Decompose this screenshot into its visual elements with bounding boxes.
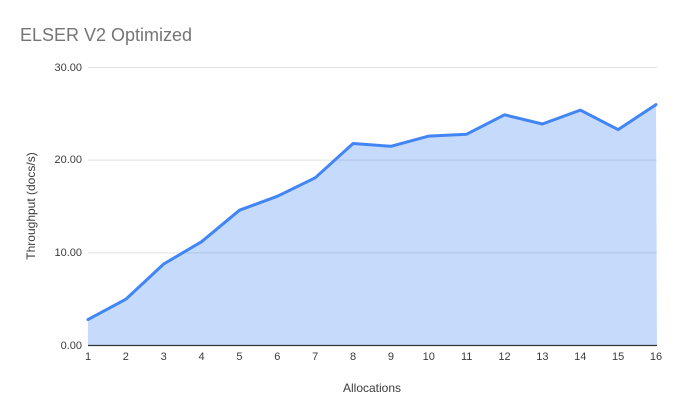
x-tick-label: 13 — [536, 351, 549, 363]
x-tick-label: 14 — [574, 351, 587, 363]
y-tick-label: 20.00 — [54, 154, 82, 167]
y-tick-label: 10.00 — [54, 246, 82, 259]
x-tick-label: 3 — [160, 351, 167, 363]
x-tick-label: 7 — [312, 351, 319, 363]
x-tick-label: 8 — [350, 351, 357, 363]
x-tick-label: 11 — [460, 351, 473, 363]
x-tick-label: 6 — [274, 351, 281, 363]
area-fill — [88, 104, 657, 346]
x-tick-label: 10 — [422, 351, 435, 363]
x-tick-label: 1 — [84, 351, 92, 363]
chart-title: ELSER V2 Optimized — [20, 25, 193, 45]
series-line — [86, 103, 658, 322]
x-tick-label: 12 — [498, 351, 511, 363]
x-tick-label: 5 — [236, 351, 243, 363]
x-tick-label: 9 — [387, 351, 394, 363]
x-tick-label: 16 — [649, 351, 663, 363]
y-tick-label: 0.00 — [60, 339, 82, 352]
x-tick-label: 15 — [612, 351, 625, 363]
y-axis-title: Throughput (docs/s) — [24, 152, 38, 260]
y-tick-label: 30.00 — [54, 61, 82, 74]
x-tick-label: 2 — [122, 351, 129, 363]
x-tick-label: 4 — [198, 351, 205, 363]
x-axis-title: Allocations — [342, 381, 402, 395]
